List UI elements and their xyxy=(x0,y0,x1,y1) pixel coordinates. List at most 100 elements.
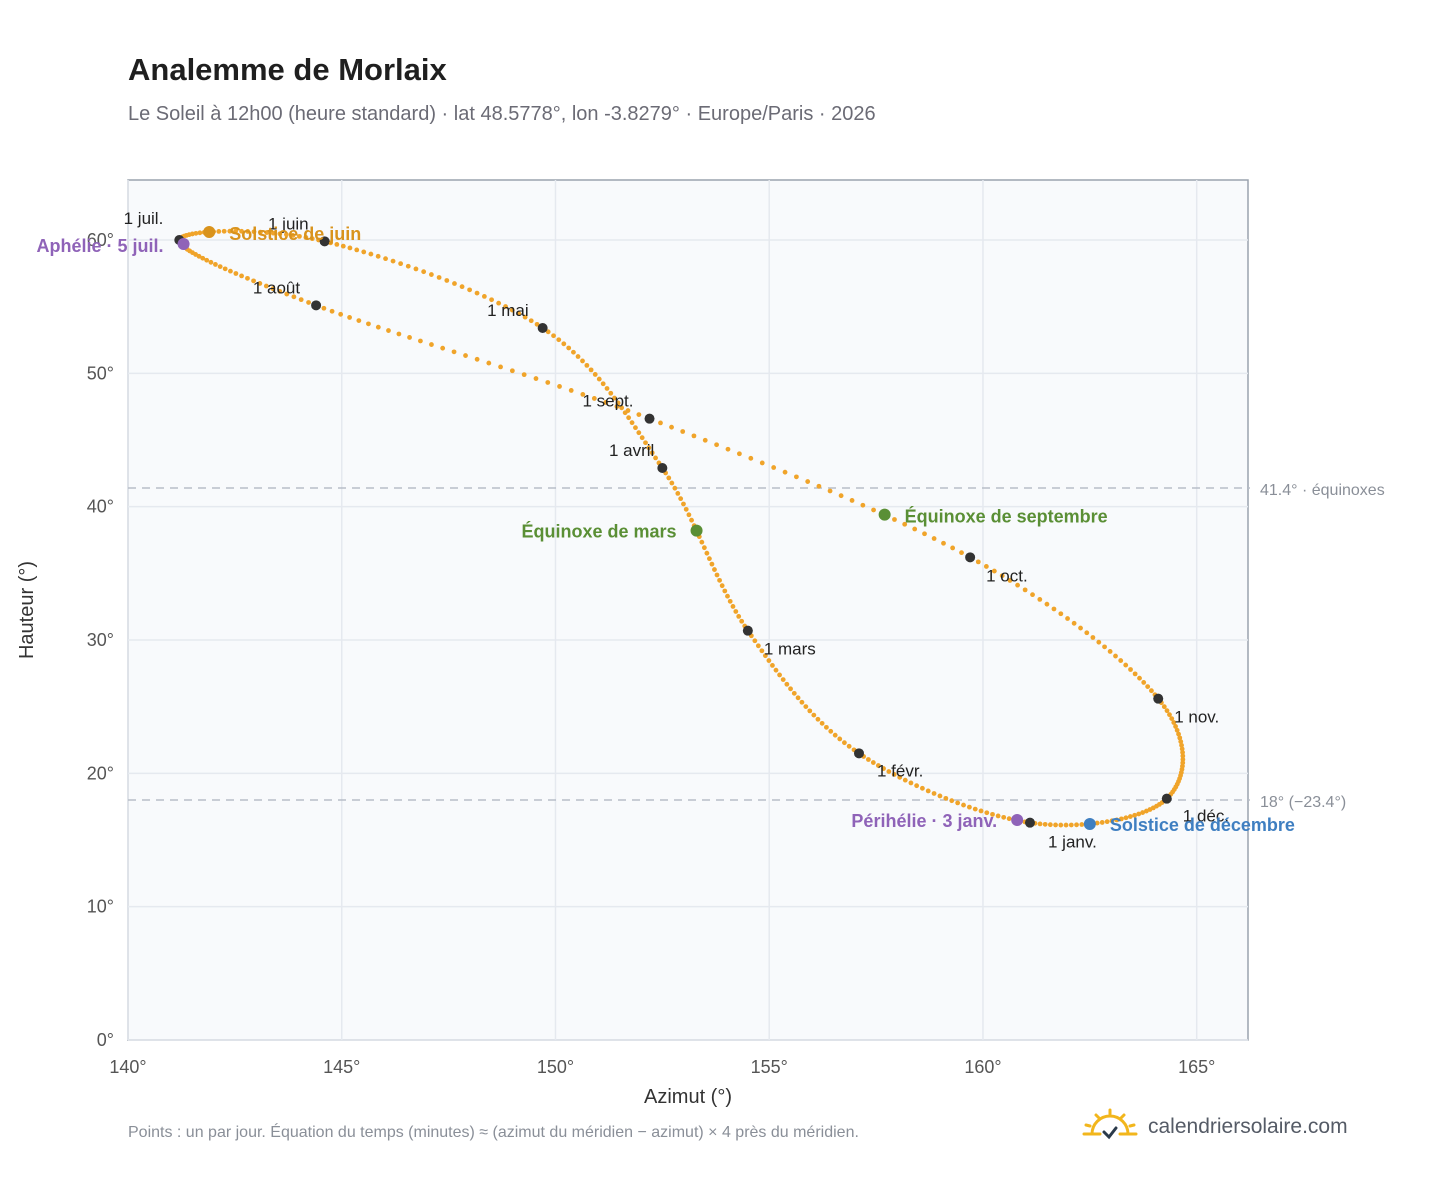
daily-point xyxy=(991,568,997,574)
daily-point xyxy=(588,367,594,373)
daily-point xyxy=(1119,816,1124,822)
daily-point xyxy=(361,249,367,255)
daily-point xyxy=(766,658,772,663)
daily-point xyxy=(1104,819,1110,825)
daily-point xyxy=(1065,616,1070,621)
daily-point xyxy=(841,740,847,746)
daily-point xyxy=(1141,680,1147,685)
daily-point xyxy=(823,724,829,730)
x-tick-label: 165° xyxy=(1178,1057,1215,1077)
daily-point xyxy=(197,230,203,236)
daily-point xyxy=(221,228,227,234)
daily-point xyxy=(474,290,480,296)
daily-point xyxy=(1107,649,1113,654)
daily-point xyxy=(1096,639,1102,645)
daily-point xyxy=(600,381,606,387)
daily-point xyxy=(681,501,686,507)
y-tick-label: 10° xyxy=(87,897,114,917)
daily-point xyxy=(699,539,705,545)
daily-point xyxy=(636,430,642,436)
daily-point xyxy=(1044,601,1050,607)
daily-point xyxy=(1074,822,1079,828)
daily-point xyxy=(619,405,625,411)
daily-point xyxy=(1102,644,1107,650)
month-label: 1 juil. xyxy=(124,209,164,228)
plot-area xyxy=(127,179,1249,1041)
month-label: 1 nov. xyxy=(1174,708,1219,727)
daily-point xyxy=(633,425,638,431)
daily-point xyxy=(489,297,494,303)
daily-point xyxy=(759,648,765,654)
daily-point xyxy=(368,251,374,257)
daily-point xyxy=(791,690,797,696)
brand-name: calendriersolaire.com xyxy=(1148,1114,1348,1138)
daily-point xyxy=(1136,811,1142,817)
daily-point xyxy=(881,766,886,771)
daily-point xyxy=(528,318,534,324)
daily-point xyxy=(967,804,972,810)
daily-point xyxy=(897,774,903,780)
daily-point xyxy=(1109,818,1115,824)
daily-point xyxy=(516,311,522,316)
month-label: 1 janv. xyxy=(1048,833,1097,852)
daily-point xyxy=(444,278,450,283)
daily-point xyxy=(777,672,782,678)
daily-point xyxy=(819,720,825,726)
month-point xyxy=(644,413,655,424)
daily-point xyxy=(794,474,799,480)
month-markers: 1 janv. 1 févr. 1 mars 1 avril 1 mai 1 juin 1 … xyxy=(124,209,1229,852)
daily-point xyxy=(398,261,404,267)
daily-point xyxy=(995,813,1001,819)
month-point xyxy=(853,748,864,759)
daily-point xyxy=(608,390,614,396)
event-label: Solstice de décembre xyxy=(1110,815,1295,835)
daily-point xyxy=(1167,712,1172,718)
daily-point xyxy=(1164,708,1170,714)
month-point xyxy=(1153,693,1164,704)
daily-point xyxy=(704,550,710,556)
daily-point xyxy=(509,307,515,313)
daily-point xyxy=(303,235,309,240)
daily-point xyxy=(354,247,360,253)
daily-point xyxy=(675,490,681,496)
daily-point xyxy=(270,230,276,236)
daily-point xyxy=(1114,817,1120,823)
y-tick-label: 60° xyxy=(87,230,114,250)
daily-point xyxy=(683,506,689,512)
daily-point xyxy=(762,653,768,659)
daily-point xyxy=(257,281,263,286)
daily-point xyxy=(658,420,663,426)
daily-point xyxy=(902,777,908,783)
daily-point xyxy=(474,356,480,362)
brand[interactable]: calendriersolaire.com xyxy=(1082,1108,1348,1145)
daily-point xyxy=(1140,810,1146,815)
month-label: 1 févr. xyxy=(877,761,923,780)
daily-point xyxy=(347,315,352,320)
daily-point xyxy=(533,376,539,381)
daily-point xyxy=(1063,822,1069,828)
daily-point xyxy=(902,521,908,527)
daily-point xyxy=(290,233,296,238)
daily-point xyxy=(771,465,777,470)
daily-point xyxy=(1084,630,1090,636)
daily-point xyxy=(196,253,202,259)
daily-point xyxy=(257,229,263,235)
daily-point xyxy=(233,228,239,234)
daily-point xyxy=(730,604,736,609)
daily-point xyxy=(413,266,419,272)
daily-point xyxy=(428,272,434,277)
daily-point xyxy=(604,386,610,391)
daily-point xyxy=(838,493,844,499)
daily-point xyxy=(1123,815,1129,821)
daily-point xyxy=(931,536,937,541)
daily-point xyxy=(646,445,652,451)
daily-point xyxy=(669,424,674,430)
y-tick-label: 0° xyxy=(97,1030,114,1050)
daily-point xyxy=(1058,611,1064,617)
daily-point xyxy=(1113,653,1118,659)
month-point xyxy=(1161,793,1172,804)
daily-point xyxy=(920,785,925,791)
daily-point xyxy=(245,275,250,281)
daily-point xyxy=(714,442,719,448)
event-point xyxy=(690,524,703,537)
